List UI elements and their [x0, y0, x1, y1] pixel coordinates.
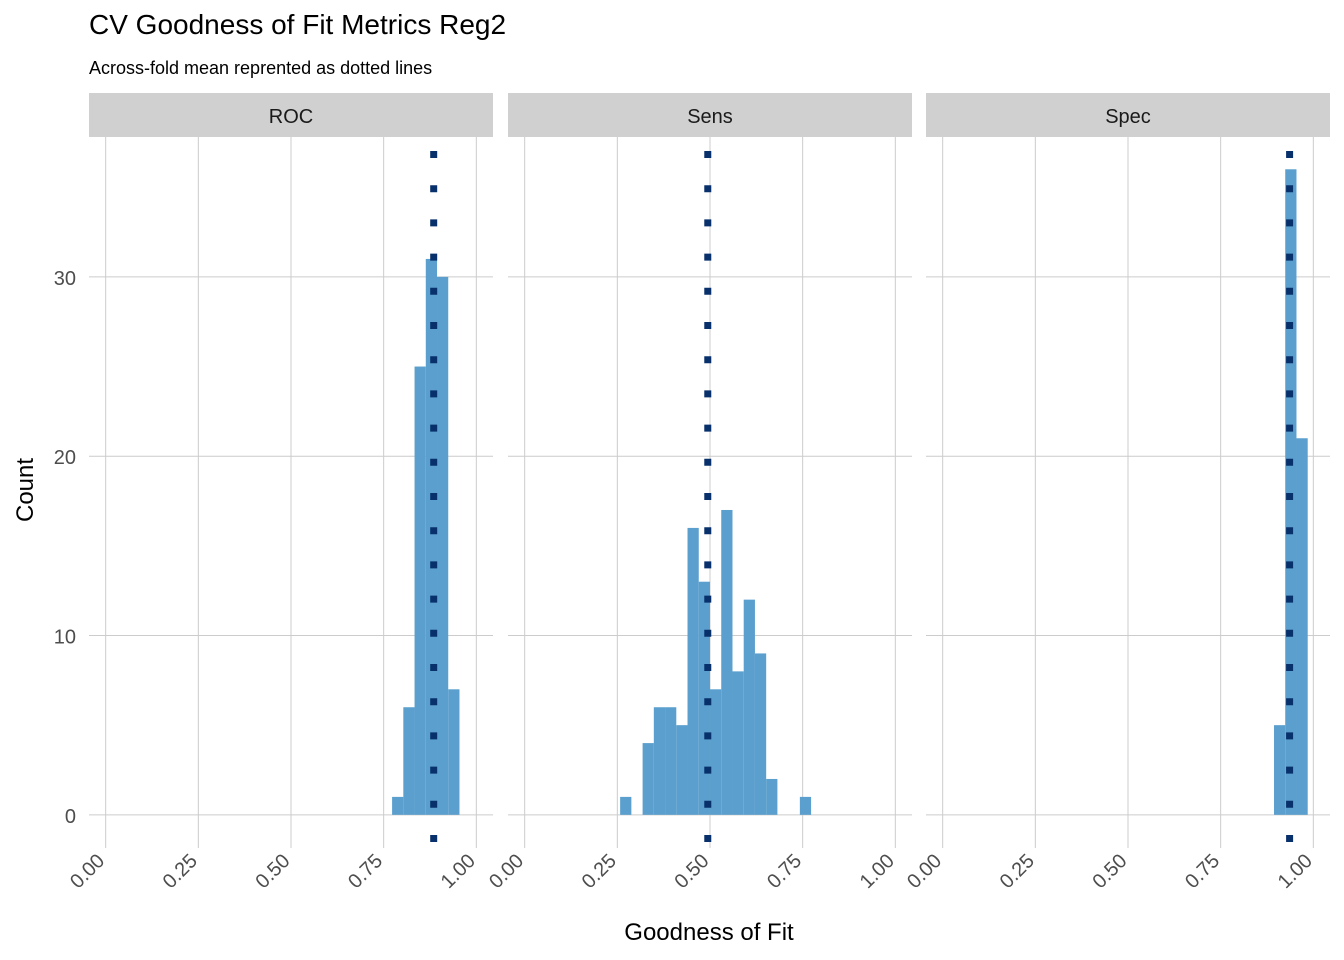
- y-tick-label: 20: [54, 447, 76, 469]
- histogram-bar: [732, 671, 744, 815]
- x-tick-label: 0.00: [485, 850, 528, 893]
- histogram-bar: [620, 796, 632, 815]
- x-tick-label: 1.00: [856, 850, 899, 893]
- histogram-bar: [665, 707, 677, 815]
- x-tick-label: 0.00: [903, 850, 946, 893]
- histogram-bar: [1285, 169, 1297, 815]
- histogram-bar: [754, 653, 767, 815]
- x-tick-label: 0.25: [996, 850, 1039, 893]
- x-tick-label: 0.25: [159, 850, 202, 893]
- y-axis-title: Count: [12, 458, 39, 522]
- y-tick-label: 30: [54, 268, 76, 290]
- histogram-bar: [743, 599, 755, 815]
- panel-roc: ROC 0.00 0.25 0.50 0.75 1.00 0 10 20 30: [54, 93, 493, 893]
- chart-subtitle: Across-fold mean reprented as dotted lin…: [89, 58, 433, 78]
- chart-title: CV Goodness of Fit Metrics Reg2: [89, 9, 507, 40]
- strip-label-sens: Sens: [687, 106, 733, 128]
- histogram-bar: [392, 796, 404, 815]
- histogram-bar: [687, 527, 699, 815]
- panel-spec: Spec 0.00 0.25 0.50 0.75 1.00: [903, 93, 1330, 893]
- histogram-bar: [1274, 725, 1286, 815]
- strip-spec: [926, 93, 1330, 137]
- x-tick-label: 0.25: [578, 850, 621, 893]
- histogram-bar: [403, 707, 415, 815]
- histogram-bar: [437, 276, 449, 815]
- strip-roc: [89, 93, 493, 137]
- histogram-bar: [653, 707, 666, 815]
- panel-sens: Sens 0.00 0.25 0.50 0.75 1.00: [485, 93, 912, 893]
- histogram-bar: [642, 743, 654, 815]
- histogram-bar: [766, 778, 778, 815]
- x-tick-label: 1.00: [1274, 850, 1317, 893]
- histogram-bar: [1296, 438, 1308, 815]
- strip-label-roc: ROC: [269, 106, 313, 128]
- histogram-bar: [448, 689, 460, 815]
- x-tick-label: 0.75: [1181, 850, 1224, 893]
- x-tick-label: 0.00: [66, 850, 109, 893]
- histogram-bar: [425, 258, 438, 815]
- x-tick-label: 0.75: [763, 850, 806, 893]
- histogram-bar: [799, 796, 812, 815]
- x-tick-label: 1.00: [437, 850, 480, 893]
- y-tick-label: 0: [65, 806, 76, 828]
- y-tick-label: 10: [54, 627, 76, 649]
- x-tick-label: 0.50: [1088, 850, 1131, 893]
- strip-label-spec: Spec: [1105, 106, 1151, 128]
- histogram-bar: [710, 689, 722, 815]
- x-tick-label: 0.75: [344, 850, 387, 893]
- histogram-bar: [721, 509, 733, 815]
- histogram-bar: [676, 725, 688, 815]
- x-tick-label: 0.50: [670, 850, 713, 893]
- strip-sens: [508, 93, 912, 137]
- histogram-bar: [414, 366, 426, 815]
- x-tick-label: 0.50: [251, 850, 294, 893]
- x-axis-title: Goodness of Fit: [624, 919, 794, 946]
